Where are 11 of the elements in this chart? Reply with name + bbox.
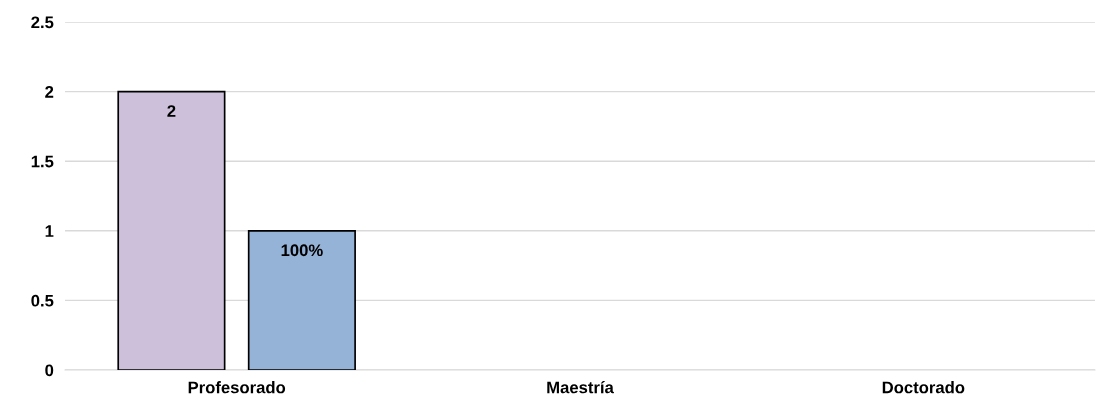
y-tick-label: 2.5 <box>31 16 54 29</box>
x-tick-label: Maestría <box>547 380 614 394</box>
y-tick-label: 1.5 <box>31 155 54 168</box>
y-tick-label: 0.5 <box>31 294 54 307</box>
data-label: 2 <box>167 105 176 117</box>
data-label: 100% <box>281 244 323 257</box>
x-tick-label: Doctorado <box>882 381 965 394</box>
y-tick-label: 1 <box>45 225 54 237</box>
x-tick-label: Profesorado <box>188 381 286 394</box>
y-tick-label: 2 <box>45 86 54 98</box>
y-tick-label: 0 <box>45 364 54 377</box>
